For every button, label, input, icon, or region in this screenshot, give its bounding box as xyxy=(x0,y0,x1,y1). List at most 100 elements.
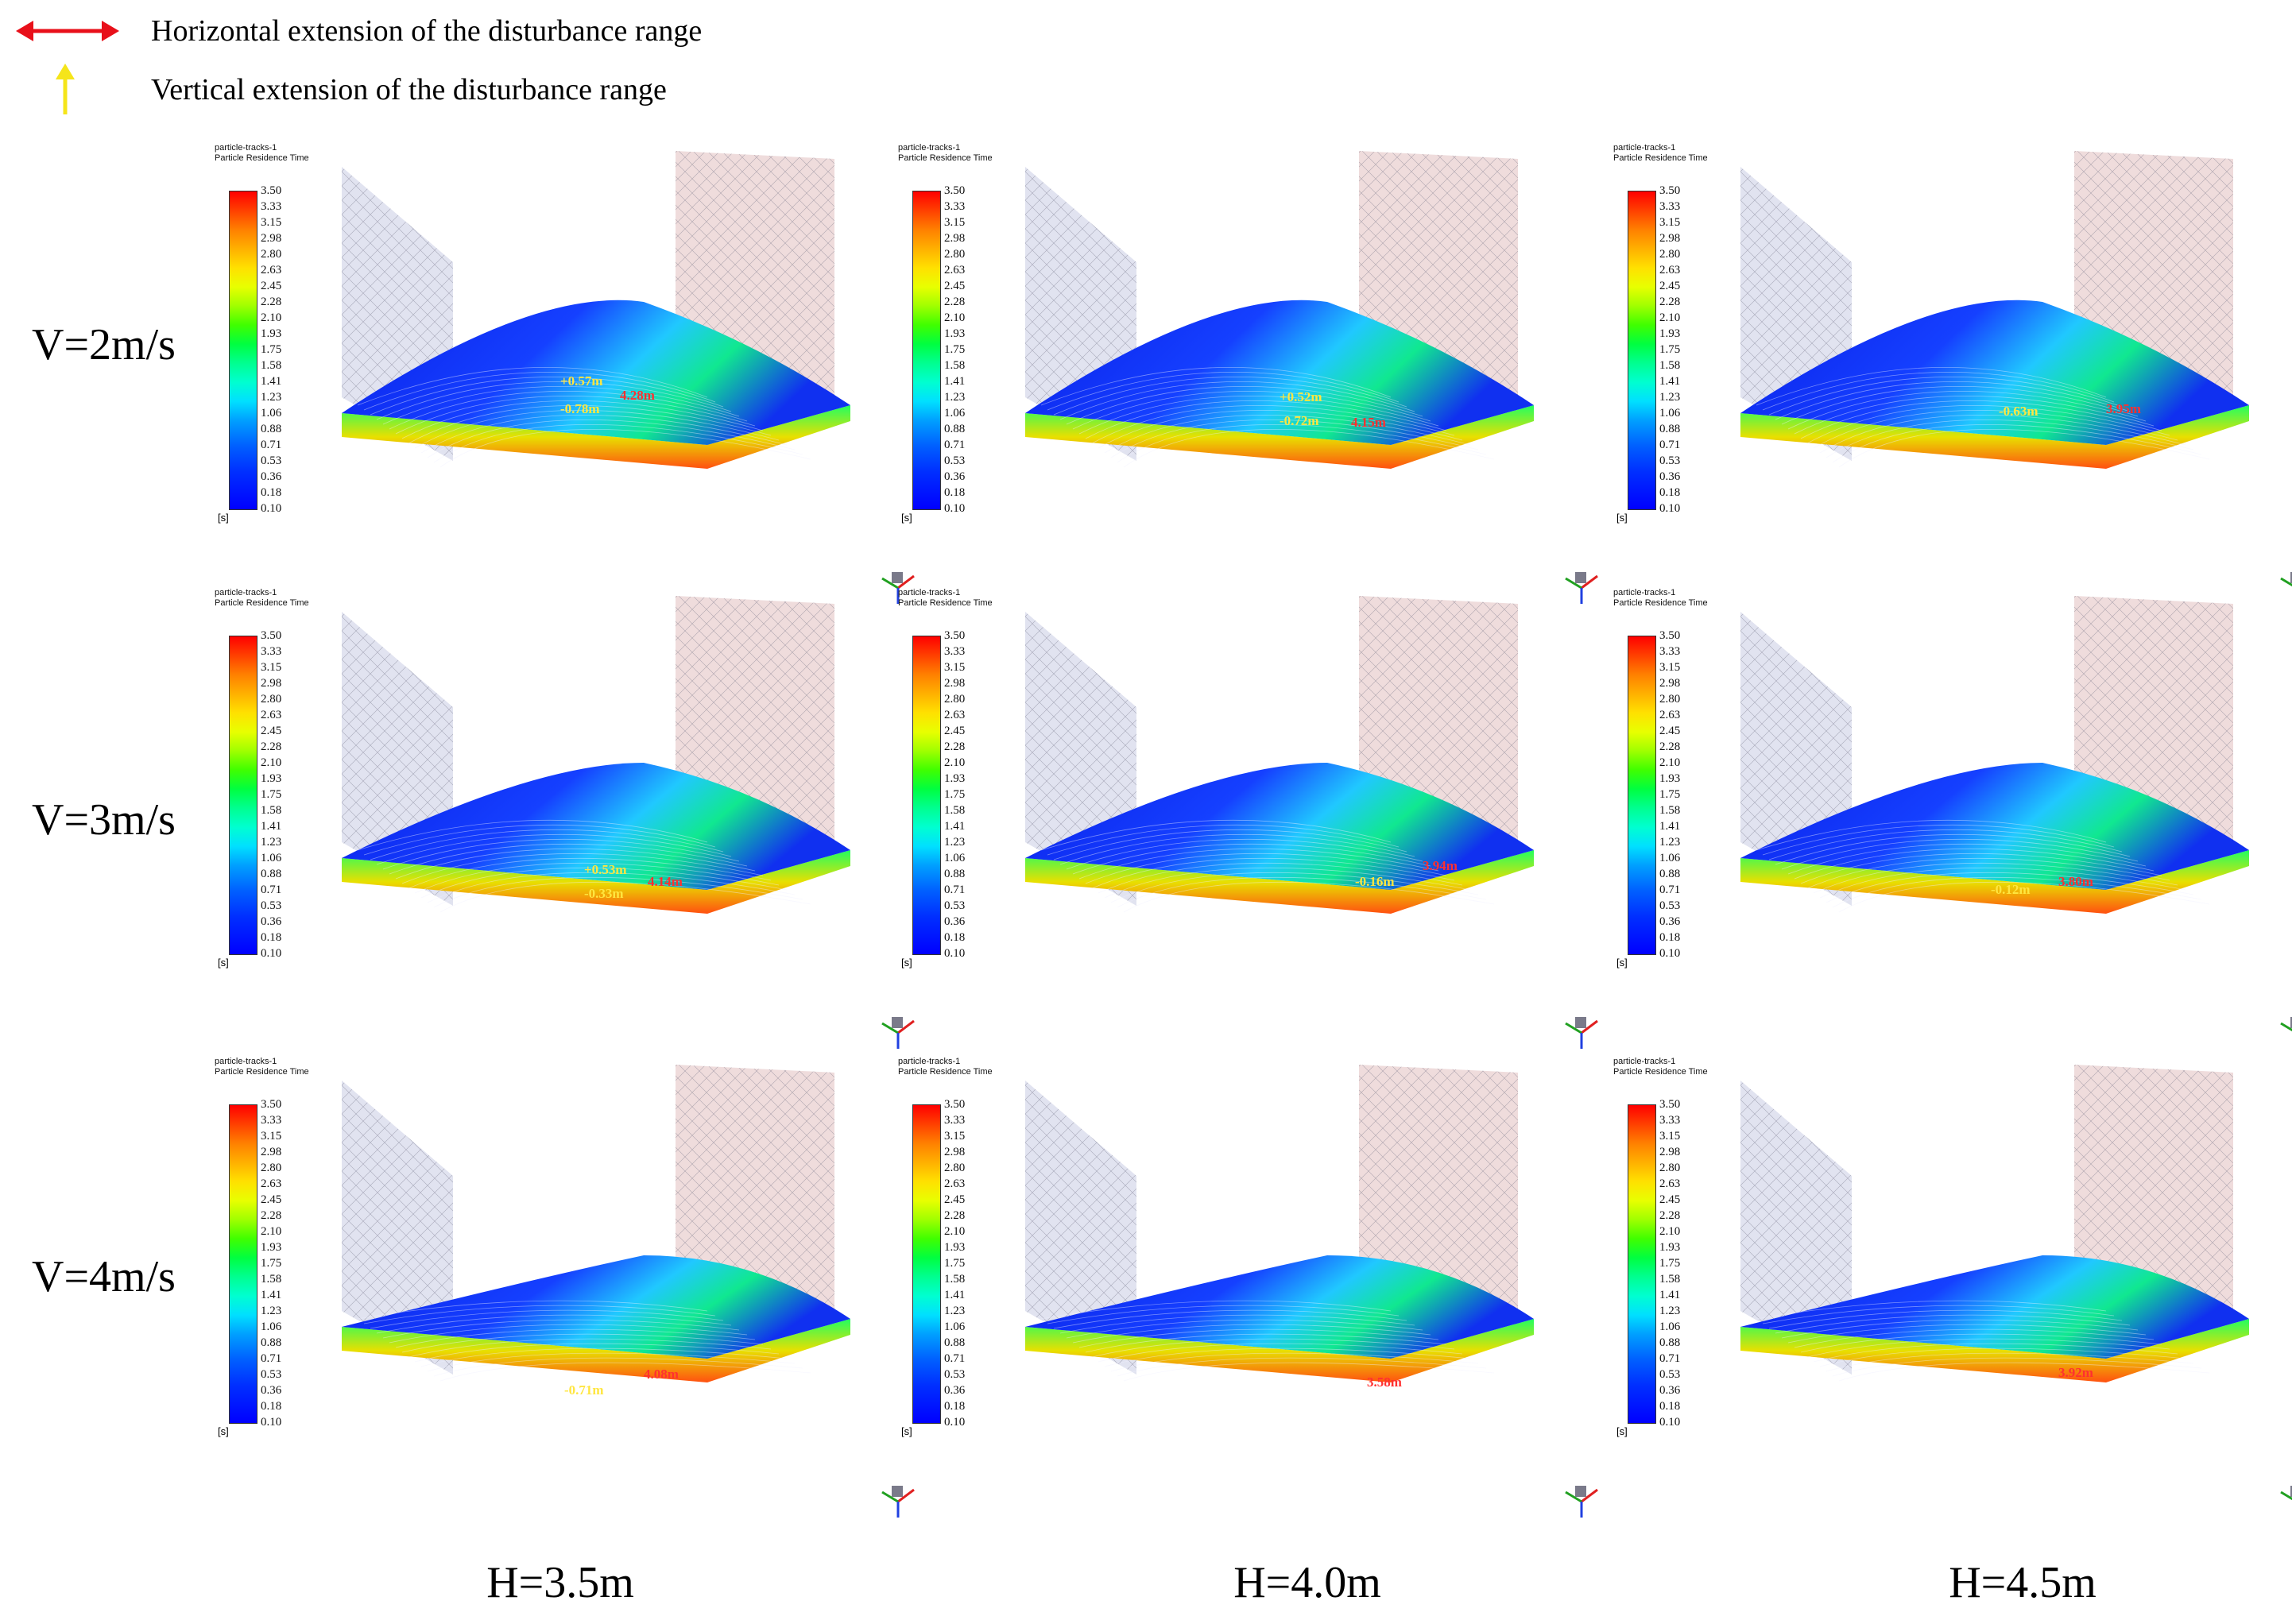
colorbar-tick-label: 1.23 xyxy=(261,836,282,849)
colorbar-tick-label: 1.06 xyxy=(261,852,282,864)
bed-side xyxy=(1025,1319,1534,1382)
colorbar-tick-label: 0.18 xyxy=(261,486,282,499)
particle-track xyxy=(395,395,756,435)
colorbar-tick-label: 2.98 xyxy=(944,677,966,690)
colorbar-title: particle-tracks-1 Particle Residence Time xyxy=(898,588,993,609)
bed-side xyxy=(1740,1319,2249,1382)
colorbar-tick-label: 0.18 xyxy=(944,931,966,944)
particle-track xyxy=(1832,423,2202,463)
colorbar-tick-label: 3.15 xyxy=(1659,216,1681,229)
horizontal-extension-value: 3.80m xyxy=(2058,874,2093,889)
colorbar-tick-label: 0.88 xyxy=(1659,423,1681,435)
particle-track xyxy=(439,1362,811,1382)
left-wall-mesh xyxy=(1025,1081,1136,1375)
particle-track xyxy=(370,829,724,860)
colorbar-tick-label: 0.53 xyxy=(1659,899,1681,912)
colorbar-tick-label: 1.41 xyxy=(944,820,966,833)
flow-surface xyxy=(342,763,850,890)
colorbar-tick-label: 2.80 xyxy=(944,248,966,261)
triad-cube-icon xyxy=(1575,572,1586,583)
particle-track xyxy=(1047,824,1400,856)
scene-3d xyxy=(1740,1065,2292,1501)
colorbar-tick-label: 1.23 xyxy=(944,836,966,849)
particle-track xyxy=(1813,409,2178,449)
particle-track xyxy=(414,862,780,894)
colorbar-title: particle-tracks-1 Particle Residence Time xyxy=(1613,1057,1708,1077)
colorbar-tick-label: 0.10 xyxy=(1659,947,1681,960)
particle-track xyxy=(1794,848,2155,880)
double-arrow-icon xyxy=(16,21,119,41)
colorbar-title: particle-tracks-1 Particle Residence Time xyxy=(898,1057,993,1077)
colorbar-tick-label: 1.93 xyxy=(1659,1241,1681,1254)
horizontal-extension-value: 4.28m xyxy=(620,388,655,403)
horizontal-extension-value: 4.14m xyxy=(648,874,683,889)
colorbar-tick-label: 2.98 xyxy=(1659,1146,1681,1158)
colorbar xyxy=(912,1104,941,1424)
particle-track xyxy=(1110,419,1479,458)
colorbar-tick-label: 2.10 xyxy=(261,1225,282,1238)
colorbar-title-line2: Particle Residence Time xyxy=(215,153,309,163)
colorbar-tick-label: 1.41 xyxy=(944,1289,966,1301)
particle-track xyxy=(1053,376,1407,416)
colorbar-tick-label: 3.50 xyxy=(944,1098,966,1111)
colorbar-tick-label: 1.41 xyxy=(261,375,282,388)
particle-track xyxy=(1066,1319,1423,1339)
colorbar-tick-label: 2.10 xyxy=(1659,311,1681,324)
axis-x-icon xyxy=(897,1019,915,1034)
colorbar-unit: [s] xyxy=(1616,1425,1628,1437)
colorbar-tick-label: 2.28 xyxy=(944,296,966,308)
particle-track xyxy=(1117,1357,1487,1377)
particle-track xyxy=(363,1305,716,1324)
particle-track xyxy=(1756,366,2107,406)
colorbar-tick-label: 1.58 xyxy=(1659,804,1681,817)
colorbar-tick-label: 1.75 xyxy=(944,788,966,801)
colorbar-tick-label: 3.50 xyxy=(1659,629,1681,642)
colorbar-tick-label: 2.28 xyxy=(1659,296,1681,308)
colorbar-tick-label: 1.75 xyxy=(1659,1257,1681,1270)
colorbar-tick-label: 1.75 xyxy=(261,1257,282,1270)
particle-track xyxy=(389,843,748,875)
colorbar-title-line2: Particle Residence Time xyxy=(215,1067,309,1077)
colorbar-tick-label: 2.10 xyxy=(944,1225,966,1238)
scene-3d xyxy=(1025,151,1598,604)
colorbar-tick-label: 2.28 xyxy=(261,740,282,753)
particle-track xyxy=(1072,1324,1431,1344)
horizontal-extension-value: 3.94m xyxy=(1423,858,1458,873)
colorbar-tick-label: 0.36 xyxy=(1659,1384,1681,1397)
colorbar-title-line2: Particle Residence Time xyxy=(215,598,309,608)
colorbar-tick-label: 0.36 xyxy=(261,470,282,483)
colorbar-tick-label: 0.10 xyxy=(1659,1416,1681,1429)
colorbar-tick-label: 1.06 xyxy=(1659,407,1681,420)
triad-cube-icon xyxy=(892,1017,903,1028)
colorbar-tick-label: 1.23 xyxy=(261,391,282,404)
particle-track xyxy=(1110,872,1479,903)
colorbar-tick-label: 0.88 xyxy=(261,868,282,880)
colorbar-tick-label: 1.75 xyxy=(1659,343,1681,356)
colorbar-tick-label: 2.10 xyxy=(261,756,282,769)
particle-track xyxy=(1806,1338,2170,1358)
vertical-extension-value: +0.53m xyxy=(584,862,627,877)
colorbar-tick-label: 0.71 xyxy=(1659,439,1681,451)
colorbar-tick-label: 0.53 xyxy=(1659,1368,1681,1381)
particle-track xyxy=(1098,862,1463,894)
colorbar-unit: [s] xyxy=(218,512,229,524)
vertical-extension-value: -0.33m xyxy=(584,886,624,901)
simulation-panel: particle-tracks-1 Particle Residence Time… xyxy=(1597,143,2292,636)
col-label-h35: H=3.5m xyxy=(486,1558,634,1607)
colorbar-tick-label: 2.80 xyxy=(261,248,282,261)
legend-vertical-label: Vertical extension of the disturbance ra… xyxy=(151,73,667,106)
colorbar-tick-label: 3.15 xyxy=(944,1130,966,1143)
colorbar-tick-label: 0.18 xyxy=(1659,486,1681,499)
flow-surface xyxy=(1740,300,2249,445)
particle-track xyxy=(1768,376,2123,416)
particle-track xyxy=(1806,404,2170,444)
simulation-panel: particle-tracks-1 Particle Residence Time… xyxy=(1597,588,2292,1081)
colorbar-title-line1: particle-tracks-1 xyxy=(215,1057,277,1066)
colorbar-tick-label: 1.58 xyxy=(261,804,282,817)
colorbar-title-line2: Particle Residence Time xyxy=(898,598,993,608)
particle-track xyxy=(1794,1328,2155,1348)
particle-track xyxy=(1762,824,2115,856)
colorbar-tick-label: 3.33 xyxy=(944,200,966,213)
colorbar-title-line1: particle-tracks-1 xyxy=(1613,588,1676,597)
particle-track xyxy=(1756,819,2107,851)
